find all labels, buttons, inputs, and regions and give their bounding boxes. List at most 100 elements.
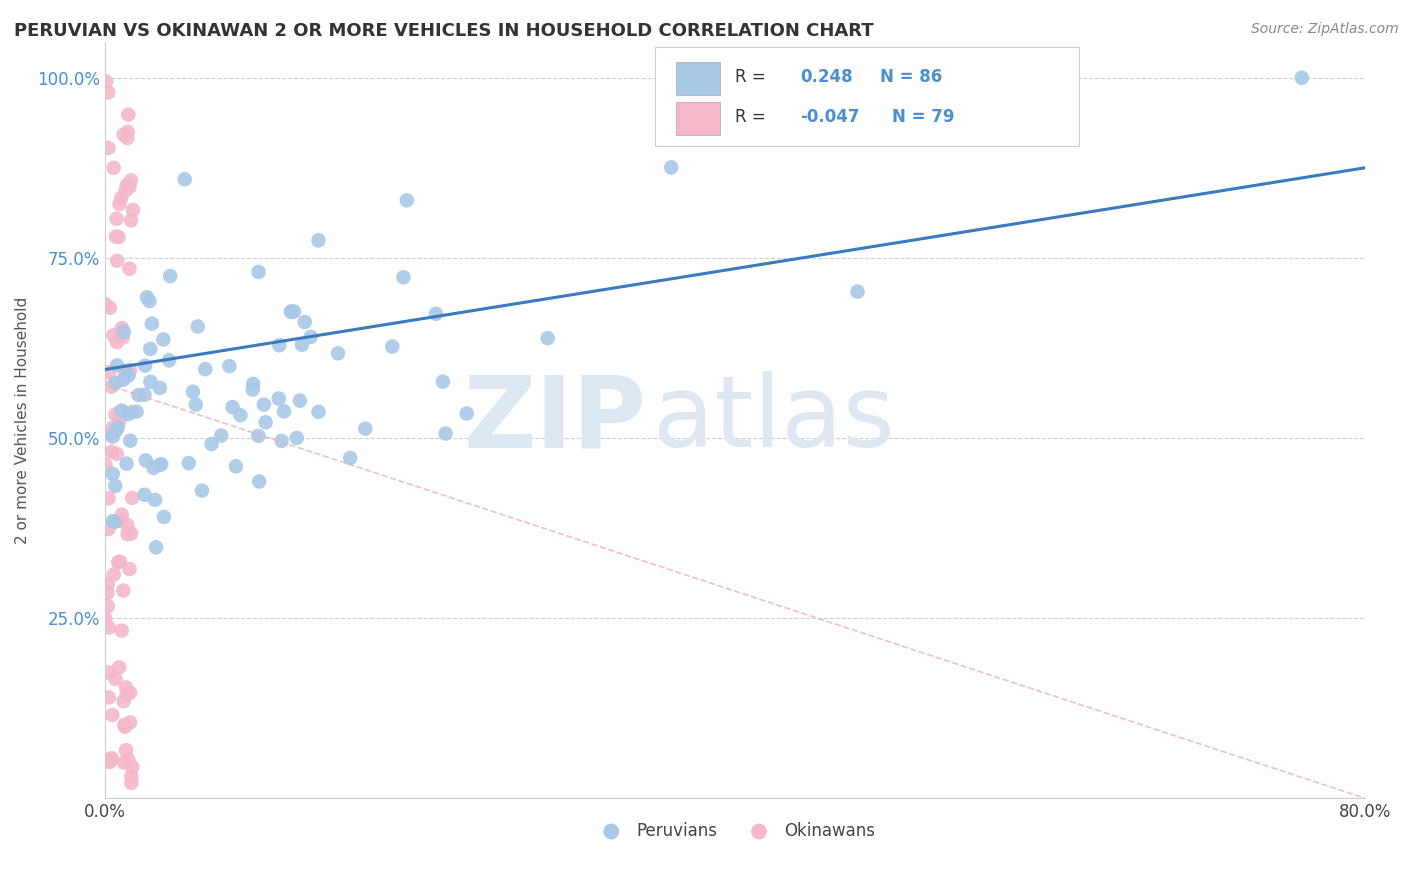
- Point: [120, 770, 142, 784]
- Point: [97, 86, 120, 100]
- Point: [283, 304, 305, 318]
- Point: [120, 173, 142, 187]
- Point: [111, 405, 134, 419]
- Point: [142, 461, 165, 475]
- Point: [117, 131, 139, 145]
- Point: [114, 720, 136, 734]
- Point: [112, 694, 135, 708]
- Text: ZIP: ZIP: [464, 371, 647, 468]
- Point: [105, 211, 128, 226]
- Point: [107, 555, 129, 569]
- Point: [134, 387, 156, 401]
- Point: [120, 715, 142, 730]
- Point: [107, 420, 129, 434]
- Point: [97, 665, 120, 680]
- Point: [308, 233, 330, 247]
- Point: [107, 230, 129, 244]
- Point: [100, 444, 122, 458]
- Point: [97, 577, 120, 591]
- Point: [101, 514, 124, 528]
- Point: [111, 321, 134, 335]
- Point: [194, 362, 217, 376]
- Text: atlas: atlas: [652, 371, 894, 468]
- Point: [108, 660, 131, 674]
- Point: [108, 555, 131, 569]
- Point: [273, 404, 295, 418]
- Point: [104, 479, 127, 493]
- Point: [291, 337, 314, 351]
- Point: [101, 708, 124, 723]
- Point: [105, 335, 128, 350]
- Point: [120, 776, 142, 790]
- Point: [112, 128, 135, 142]
- Point: [1291, 70, 1313, 85]
- Point: [117, 125, 139, 139]
- Point: [121, 760, 143, 774]
- Point: [105, 424, 128, 438]
- Point: [120, 213, 142, 227]
- Point: [110, 514, 132, 528]
- Point: [97, 690, 120, 705]
- Point: [100, 751, 122, 765]
- Text: R =: R =: [735, 108, 770, 126]
- Point: [270, 434, 292, 448]
- Point: [326, 346, 349, 360]
- Point: [181, 384, 204, 399]
- Point: [143, 492, 166, 507]
- Point: [98, 365, 121, 379]
- Point: [139, 342, 162, 356]
- Point: [157, 353, 180, 368]
- Point: [118, 261, 141, 276]
- Point: [97, 599, 120, 614]
- Point: [139, 375, 162, 389]
- Point: [118, 179, 141, 194]
- Point: [247, 265, 270, 279]
- Text: Source: ZipAtlas.com: Source: ZipAtlas.com: [1251, 22, 1399, 37]
- Point: [120, 434, 142, 448]
- Point: [105, 447, 128, 461]
- Point: [288, 393, 311, 408]
- Point: [221, 400, 243, 414]
- Point: [117, 753, 139, 767]
- Point: [112, 583, 135, 598]
- Point: [105, 229, 128, 244]
- Point: [354, 422, 377, 436]
- Point: [269, 338, 291, 352]
- Point: [434, 426, 457, 441]
- Text: -0.047: -0.047: [800, 108, 860, 126]
- Point: [135, 290, 157, 304]
- Text: 0.248: 0.248: [800, 68, 853, 86]
- Point: [115, 743, 138, 757]
- Point: [115, 457, 138, 471]
- Point: [254, 415, 277, 429]
- Point: [218, 359, 240, 373]
- Text: R =: R =: [735, 68, 770, 86]
- Point: [111, 508, 134, 522]
- Point: [537, 331, 560, 345]
- Point: [308, 405, 330, 419]
- Point: [134, 488, 156, 502]
- Point: [114, 718, 136, 732]
- Point: [117, 368, 139, 383]
- Point: [159, 269, 181, 284]
- Point: [846, 285, 869, 299]
- Point: [112, 756, 135, 770]
- Point: [110, 403, 132, 417]
- Point: [101, 430, 124, 444]
- Point: [432, 375, 454, 389]
- Point: [125, 405, 148, 419]
- Point: [135, 453, 157, 467]
- Point: [101, 467, 124, 481]
- Point: [381, 339, 404, 353]
- Point: [242, 376, 264, 391]
- Point: [149, 381, 172, 395]
- Point: [111, 330, 134, 344]
- Point: [112, 373, 135, 387]
- Point: [134, 359, 156, 373]
- Point: [108, 197, 131, 211]
- Y-axis label: 2 or more Vehicles in Household: 2 or more Vehicles in Household: [15, 296, 30, 543]
- Point: [392, 270, 415, 285]
- Point: [94, 74, 117, 88]
- Point: [149, 458, 172, 472]
- Point: [121, 405, 143, 419]
